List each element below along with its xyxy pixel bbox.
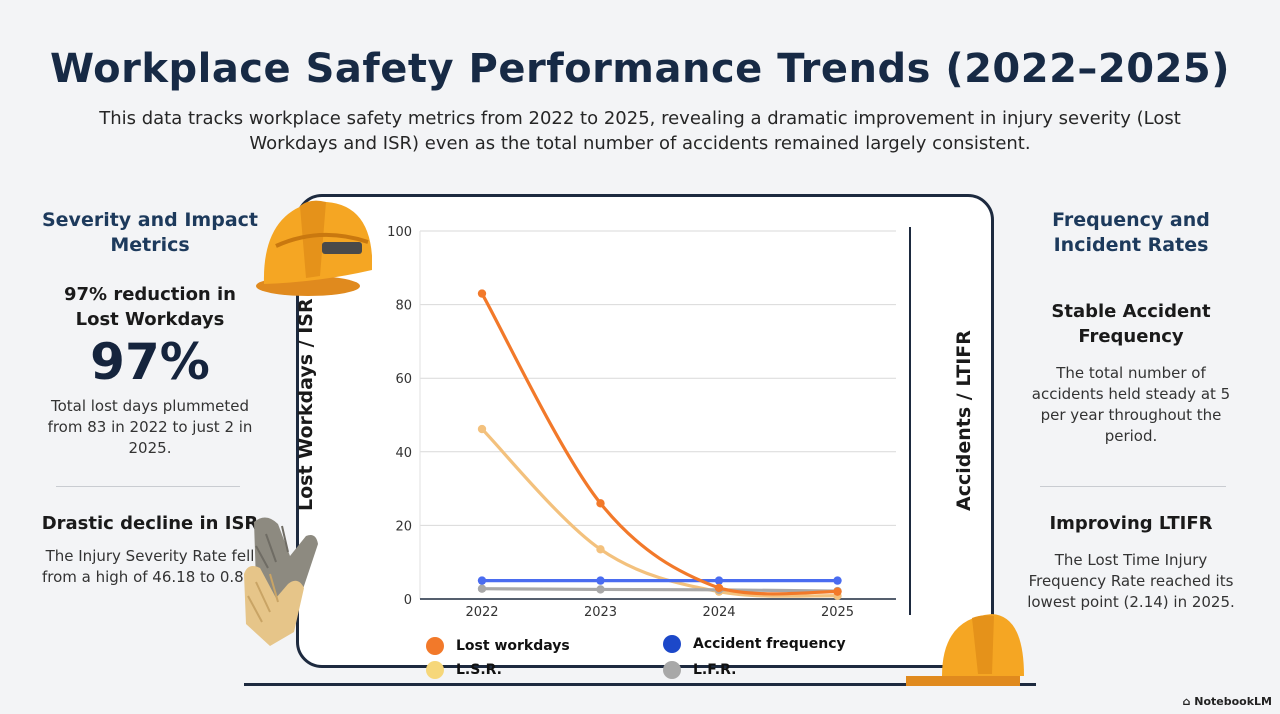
ltifr-card: Improving LTIFR The Lost Time Injury Fre…: [1020, 511, 1242, 613]
right-heading-text: Frequency and Incident Rates: [1052, 209, 1210, 256]
left-section-heading: Severity and Impact Metrics: [40, 208, 260, 258]
legend-item-lfr: L.F.R.: [663, 661, 736, 679]
series-point-accident-frequency-2024: [714, 576, 724, 585]
chart-base-line: [244, 683, 1036, 686]
legend-swatch-lfr: [663, 661, 681, 679]
x-tick-label-2024: 2024: [702, 605, 735, 620]
legend-label-accident-frequency: Accident frequency: [693, 636, 846, 652]
hard-hat-small-icon: [906, 614, 1024, 686]
series-point-l-f-r-2022: [477, 584, 487, 593]
x-tick-label-2023: 2023: [584, 605, 617, 620]
y-tick-label-20: 20: [395, 519, 412, 534]
isr-card-text: The Injury Severity Rate fell from a hig…: [41, 547, 259, 586]
series-point-accident-frequency-2022: [477, 576, 487, 585]
page-title: Workplace Safety Performance Trends (202…: [49, 46, 1231, 92]
y-tick-label-100: 100: [387, 225, 412, 240]
legend-swatch-isr: [426, 661, 444, 679]
legend-item-accident-frequency: Accident frequency: [663, 635, 846, 653]
series-point-lost-workdays-2023: [596, 499, 605, 508]
series-line-lost-workdays: [480, 291, 840, 596]
series-point-i-s-r-2023: [596, 545, 605, 554]
y-axis-label: Lost Workdays / ISR: [295, 298, 317, 511]
page-subtitle: This data tracks workplace safety metric…: [99, 108, 1181, 154]
x-tick-label-2025: 2025: [821, 605, 854, 620]
right-section-heading: Frequency and Incident Rates: [1020, 208, 1242, 258]
series-line-l-f-r: [480, 587, 840, 593]
hard-hat-icon: [256, 200, 372, 296]
ltifr-card-title: Improving LTIFR: [1049, 513, 1213, 534]
right-divider: [1040, 486, 1226, 487]
series-point-lost-workdays-2024: [714, 583, 724, 593]
brand-label: ⌂ NotebookLM: [1183, 695, 1272, 708]
lost-workdays-card-text: Total lost days plummeted from 83 in 202…: [47, 397, 253, 457]
series-point-accident-frequency-2025: [833, 576, 842, 585]
legend-swatch-lost-workdays: [426, 637, 444, 655]
legend-label-isr: L.S.R.: [456, 662, 502, 678]
series-point-accident-frequency-2023: [596, 576, 605, 585]
lost-workdays-big-stat: 97%: [90, 333, 210, 391]
legend-label-lfr: L.F.R.: [693, 662, 737, 678]
y-tick-label-80: 80: [395, 299, 412, 314]
accident-frequency-card-text: The total number of accidents held stead…: [1031, 364, 1231, 445]
accident-frequency-card-title: Stable Accident Frequency: [1051, 301, 1211, 347]
lost-workdays-card-title: 97% reduction in Lost Workdays: [63, 284, 236, 330]
legend-item-lost-workdays: Lost workdays: [426, 637, 570, 655]
lost-workdays-card: 97% reduction in Lost Workdays 97% Total…: [40, 282, 260, 459]
y-tick-label-0: 0: [404, 593, 412, 608]
line-chart: 0 20 40 60 80 100 2022 2023 2024 2025: [387, 225, 911, 620]
legend-label-lost-workdays: Lost workdays: [456, 638, 570, 654]
legend-swatch-accident-frequency: [663, 635, 681, 653]
ltifr-card-text: The Lost Time Injury Frequency Rate reac…: [1027, 551, 1235, 611]
series-point-i-s-r-2022: [477, 424, 487, 434]
brand-icon: ⌂: [1182, 695, 1195, 708]
y-tick-label-40: 40: [395, 446, 412, 461]
series-line-i-s-r: [480, 427, 840, 598]
left-divider: [56, 486, 240, 487]
y-tick-label-60: 60: [395, 372, 412, 387]
series-point-l-f-r-2023: [596, 585, 605, 594]
gloves-icon: [244, 517, 318, 646]
isr-card: Drastic decline in ISR The Injury Severi…: [40, 511, 260, 588]
left-heading-text: Severity and Impact Metrics: [41, 209, 258, 256]
series-point-lost-workdays-2022: [477, 289, 487, 298]
isr-card-title: Drastic decline in ISR: [41, 513, 259, 534]
y2-axis-label: Accidents / LTIFR: [953, 330, 975, 511]
legend-item-isr: L.S.R.: [426, 661, 502, 679]
brand-text: NotebookLM: [1194, 695, 1272, 708]
accident-frequency-card: Stable Accident Frequency The total numb…: [1020, 299, 1242, 447]
x-tick-label-2022: 2022: [465, 605, 498, 620]
series-point-lost-workdays-2025: [833, 587, 842, 596]
